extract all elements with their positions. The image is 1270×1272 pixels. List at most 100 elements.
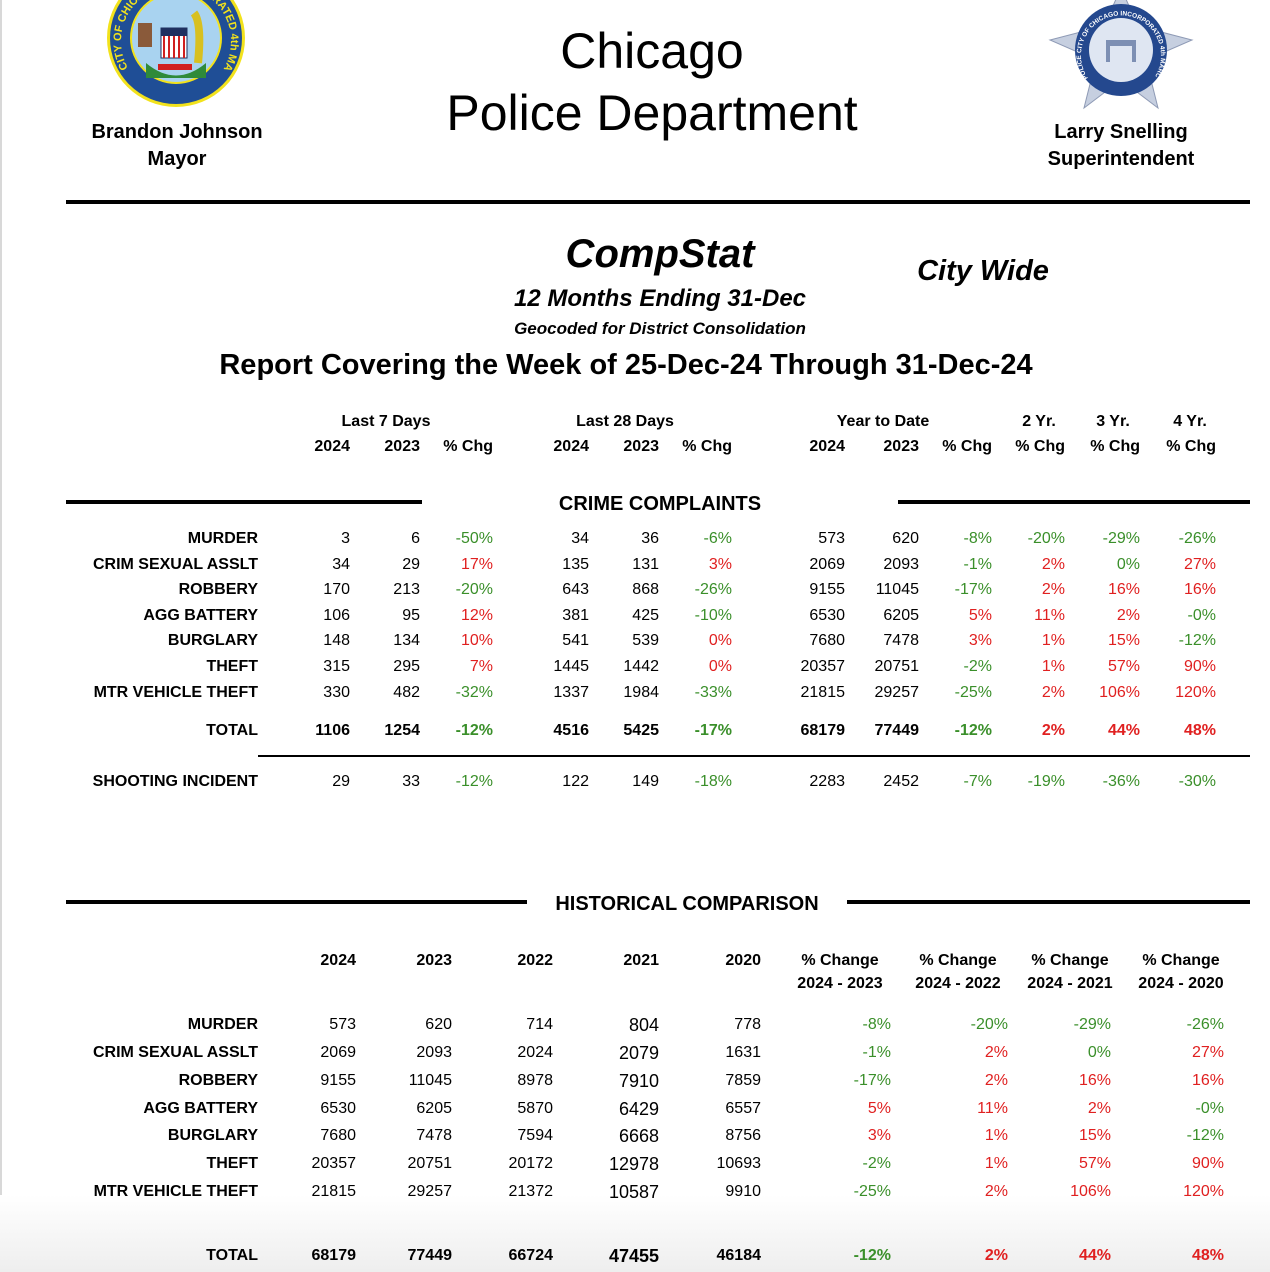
count-cell: 20751 [874,658,920,675]
count-cell: 573 [818,530,845,547]
change-header-range: 2024 - 2022 [915,975,1001,992]
count-cell: 36 [641,530,659,547]
superintendent-name: Larry Snelling [1054,121,1188,143]
pct-change-cell: -12% [954,722,992,739]
superintendent-block: Larry Snelling Superintendent [1048,119,1195,173]
count-cell: 10587 [608,1182,659,1202]
pct-change-cell: -12% [1186,1127,1224,1144]
count-cell: 3 [341,530,350,547]
count-cell: 2079 [618,1043,659,1063]
change-header: % Change [919,952,997,969]
year-header: 2020 [725,952,761,969]
count-cell: 20172 [508,1155,554,1172]
count-cell: 1337 [553,684,589,701]
count-cell: 381 [562,607,589,624]
change-header-range: 2024 - 2021 [1027,975,1113,992]
column-header: % Chg [942,438,992,455]
pct-change-cell: -12% [455,722,493,739]
pct-change-cell: 16% [1183,581,1216,598]
report-covering: Report Covering the Week of 25-Dec-24 Th… [219,349,1033,381]
pct-change-cell: -20% [970,1016,1008,1033]
pct-change-cell: 16% [1107,581,1140,598]
column-header: 2024 [809,438,845,455]
count-cell: 34 [332,556,350,573]
pct-change-cell: 44% [1078,1247,1111,1264]
count-cell: 20357 [800,658,846,675]
count-cell: 11045 [408,1072,452,1089]
pct-change-cell: 0% [1087,1044,1111,1061]
change-header: % Change [1031,952,1109,969]
change-header: % Change [1142,952,1220,969]
count-cell: 541 [562,632,589,649]
count-cell: 4516 [553,722,589,739]
count-cell: 2452 [883,773,919,790]
count-cell: 6 [411,530,420,547]
count-cell: 148 [323,632,350,649]
column-header: % Chg [1090,438,1140,455]
pct-change-cell: 2% [984,1044,1008,1061]
pct-change-cell: 57% [1078,1155,1111,1172]
column-header: 2023 [883,438,919,455]
pct-change-cell: -12% [455,773,493,790]
count-cell: 46184 [716,1247,762,1264]
count-cell: 9155 [809,581,845,598]
group-header: Year to Date [836,413,930,430]
pct-change-cell: -18% [694,773,732,790]
count-cell: 1445 [553,658,589,675]
pct-change-cell: 2% [1041,684,1065,701]
group-header: 3 Yr. [1096,413,1130,430]
pct-change-cell: -8% [963,530,992,547]
count-cell: 135 [562,556,589,573]
count-cell: 95 [402,607,420,624]
count-cell: 9910 [725,1183,761,1200]
count-cell: 2093 [883,556,919,573]
column-header: % Chg [443,438,493,455]
pct-change-cell: 57% [1107,658,1140,675]
compstat-title: CompStat [565,232,755,276]
pct-change-cell: -30% [1178,773,1216,790]
count-cell: 714 [526,1016,553,1033]
count-cell: 20751 [407,1155,453,1172]
page-bottom-fade [0,1195,1270,1272]
police-star-logo: POLICE CITY OF CHICAGO INCORPORATED 4th … [1044,0,1196,113]
count-cell: 7859 [725,1072,761,1089]
pct-change-cell: -12% [1178,632,1216,649]
column-header: % Chg [1166,438,1216,455]
row-label: TOTAL [206,1247,258,1264]
count-cell: 33 [402,773,420,790]
section-rule-left [66,500,422,504]
pct-change-cell: 90% [1191,1155,1224,1172]
pct-change-cell: -2% [963,658,992,675]
count-cell: 9155 [320,1072,356,1089]
count-cell: 330 [323,684,350,701]
mayor-block: Brandon Johnson Mayor [91,119,262,173]
pct-change-cell: 2% [1087,1100,1111,1117]
count-cell: 21815 [311,1183,357,1200]
count-cell: 122 [562,773,589,790]
count-cell: 1984 [623,684,659,701]
count-cell: 425 [632,607,659,624]
pct-change-cell: 44% [1107,722,1140,739]
pct-change-cell: -32% [455,684,493,701]
year-header: 2024 [320,952,356,969]
year-header: 2022 [517,952,553,969]
row-label: MTR VEHICLE THEFT [93,1183,258,1200]
count-cell: 5425 [623,722,659,739]
count-cell: 66724 [508,1247,554,1264]
pct-change-cell: 2% [1116,607,1140,624]
pct-change-cell: -36% [1102,773,1140,790]
header-divider [66,200,1250,204]
count-cell: 170 [323,581,350,598]
superintendent-title: Superintendent [1047,148,1195,170]
count-cell: 7478 [883,632,919,649]
row-label: SHOOTING INCIDENT [92,773,258,790]
pct-change-cell: 7% [469,658,493,675]
pct-change-cell: -17% [853,1072,891,1089]
column-header: 2024 [553,438,589,455]
count-cell: 29257 [407,1183,453,1200]
city-seal-logo: CITY OF CHICAGO INCORPORATED 4th MARCH 1… [102,0,246,108]
count-cell: 6429 [618,1099,659,1119]
count-cell: 1254 [384,722,420,739]
count-cell: 315 [323,658,350,675]
crime-complaints-heading: CRIME COMPLAINTS [558,493,762,515]
